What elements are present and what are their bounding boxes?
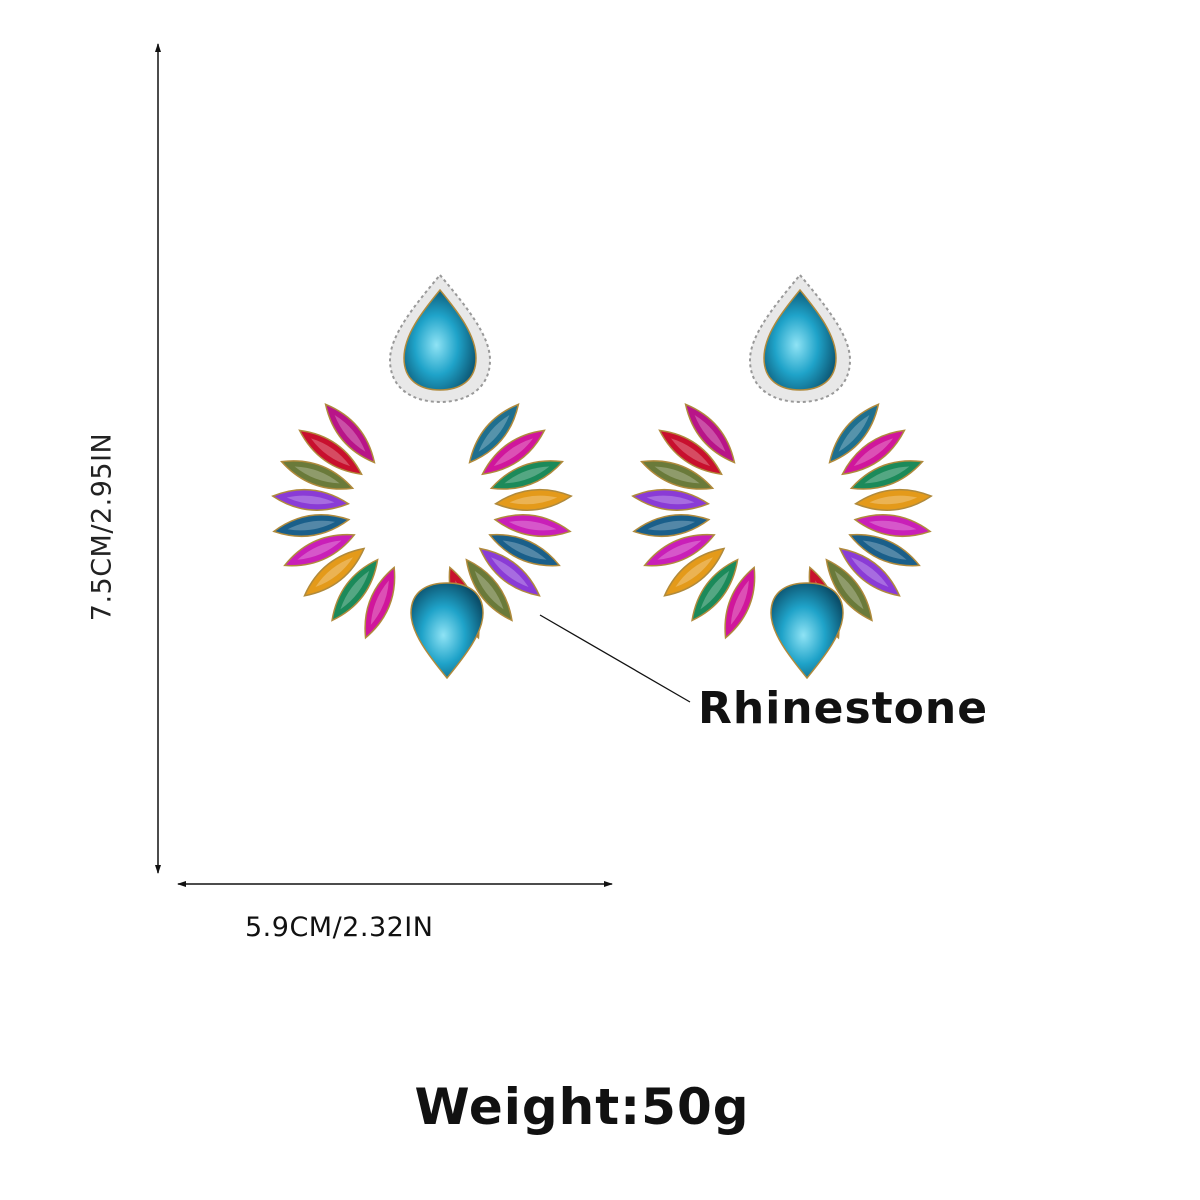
- bottom-teardrop-rhinestone: [770, 582, 844, 680]
- marquise-rhinestone: [303, 547, 366, 597]
- rhinestone-callout-label: Rhinestone: [698, 683, 989, 734]
- width-dimension-label: 5.9CM/2.32IN: [245, 912, 434, 943]
- marquise-rhinestone: [631, 488, 710, 511]
- marquise-rhinestone: [658, 429, 723, 476]
- marquise-rhinestone: [848, 533, 921, 567]
- marquise-rhinestone: [724, 565, 756, 640]
- marquise-rhinestone: [853, 514, 932, 537]
- marquise-rhinestone: [849, 460, 924, 490]
- weight-label: Weight:50g: [414, 1078, 750, 1136]
- marquise-rhinestone: [825, 558, 873, 622]
- marquise-rhinestone: [643, 533, 716, 567]
- marquise-rhinestone: [478, 547, 541, 597]
- marquise-rhinestone: [854, 488, 933, 511]
- marquise-rhinestone: [691, 558, 739, 622]
- marquise-rhinestone: [828, 403, 880, 464]
- marquise-rhinestone: [465, 558, 513, 622]
- marquise-rhinestone: [280, 460, 355, 490]
- marquise-rhinestone: [481, 429, 546, 476]
- marquise-rhinestone: [684, 403, 736, 464]
- marquise-rhinestone: [489, 460, 564, 490]
- top-teardrop-rhinestone: [388, 273, 492, 404]
- marquise-rhinestone: [364, 565, 396, 640]
- top-teardrop-rhinestone: [748, 273, 852, 404]
- marquise-rhinestone: [632, 514, 711, 537]
- marquise-rhinestone: [663, 547, 726, 597]
- marquise-rhinestone: [838, 547, 901, 597]
- marquise-rhinestone: [640, 460, 715, 490]
- marquise-rhinestone: [493, 514, 572, 537]
- marquise-rhinestone: [272, 514, 351, 537]
- marquise-rhinestone: [271, 488, 350, 511]
- marquise-rhinestone: [331, 558, 379, 622]
- callout-leader-line: [539, 614, 691, 703]
- earring-right: [631, 273, 933, 680]
- bottom-teardrop-rhinestone: [410, 582, 484, 680]
- marquise-rhinestone: [488, 533, 561, 567]
- marquise-rhinestone: [324, 403, 376, 464]
- marquise-rhinestone: [841, 429, 906, 476]
- marquise-rhinestone: [468, 403, 520, 464]
- marquise-rhinestone: [283, 533, 356, 567]
- marquise-rhinestone: [494, 488, 573, 511]
- earring-left: [271, 273, 573, 680]
- height-dimension-label: 7.5CM/2.95IN: [86, 432, 118, 622]
- marquise-rhinestone: [298, 429, 363, 476]
